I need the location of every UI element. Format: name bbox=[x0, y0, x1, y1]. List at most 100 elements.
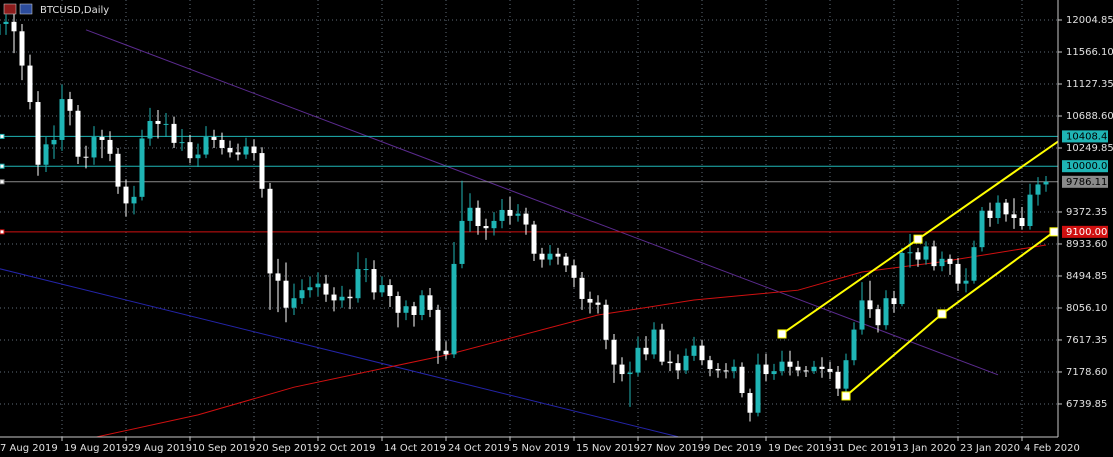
candle-body bbox=[563, 256, 569, 266]
candle-body bbox=[779, 361, 785, 372]
candle-body bbox=[923, 246, 929, 260]
candle-body bbox=[747, 393, 753, 413]
candle-body bbox=[251, 146, 257, 154]
candle-body bbox=[947, 258, 953, 264]
plot-area bbox=[0, 0, 1058, 437]
level-label: 9100.00 bbox=[1066, 227, 1107, 238]
y-tick-label: 10249.85 bbox=[1066, 143, 1113, 154]
candle-body bbox=[307, 287, 313, 291]
x-tick-label: 31 Dec 2019 bbox=[832, 443, 896, 454]
candle-body bbox=[907, 252, 913, 254]
x-tick-label: 14 Oct 2019 bbox=[384, 443, 446, 454]
candle-body bbox=[499, 209, 505, 221]
candle-body bbox=[843, 360, 849, 389]
candle-body bbox=[259, 153, 265, 189]
y-tick-label: 7617.35 bbox=[1066, 335, 1107, 346]
x-tick-label: 10 Sep 2019 bbox=[192, 443, 255, 454]
x-tick-label: 9 Dec 2019 bbox=[704, 443, 762, 454]
candle-body bbox=[347, 296, 353, 299]
x-tick-label: 20 Sep 2019 bbox=[256, 443, 319, 454]
candle-body bbox=[0, 23, 1, 35]
y-tick-label: 9372.35 bbox=[1066, 207, 1107, 218]
candle-body bbox=[139, 138, 145, 197]
candle-body bbox=[963, 280, 969, 284]
candle-body bbox=[19, 31, 25, 66]
candle-body bbox=[451, 263, 457, 355]
candle-body bbox=[363, 269, 369, 271]
candle-body bbox=[515, 213, 521, 216]
candle-body bbox=[35, 102, 41, 165]
candle-body bbox=[171, 123, 177, 143]
y-tick-label: 12004.85 bbox=[1066, 15, 1113, 26]
level-label-box bbox=[1062, 160, 1108, 173]
candle-body bbox=[131, 196, 137, 204]
level-label-box bbox=[1062, 175, 1108, 188]
level-label: 9786.11 bbox=[1066, 177, 1107, 188]
candle-body bbox=[683, 355, 689, 371]
x-tick-label: 24 Oct 2019 bbox=[448, 443, 510, 454]
candle-body bbox=[651, 329, 657, 355]
y-tick-label: 7178.60 bbox=[1066, 367, 1107, 378]
candle-body bbox=[147, 120, 153, 139]
candle-body bbox=[987, 210, 993, 218]
candle-body bbox=[627, 372, 633, 375]
candle-body bbox=[531, 224, 537, 254]
candle-body bbox=[243, 146, 249, 155]
candle-body bbox=[459, 220, 465, 264]
candle-body bbox=[819, 366, 825, 369]
channel-point bbox=[777, 329, 787, 339]
candle-body bbox=[971, 247, 977, 281]
candle-body bbox=[115, 153, 121, 187]
candle-body bbox=[1019, 217, 1025, 227]
candle-body bbox=[675, 363, 681, 371]
candle-body bbox=[635, 347, 641, 373]
candle-body bbox=[11, 21, 17, 32]
candle-body bbox=[803, 370, 809, 372]
candle-body bbox=[523, 213, 529, 225]
candle-body bbox=[299, 290, 305, 299]
candle-body bbox=[787, 361, 793, 367]
x-tick-label: 5 Nov 2019 bbox=[512, 443, 570, 454]
level-label-box bbox=[1062, 225, 1108, 238]
candle-body bbox=[403, 306, 409, 313]
y-tick-label: 10688.60 bbox=[1066, 111, 1113, 122]
candle-body bbox=[875, 309, 881, 326]
level-handle bbox=[0, 229, 5, 235]
candle-body bbox=[915, 252, 921, 260]
candle-body bbox=[1003, 202, 1009, 215]
candle-body bbox=[267, 188, 273, 274]
candle-body bbox=[739, 366, 745, 394]
candle-body bbox=[715, 368, 721, 371]
x-tick-label: 29 Aug 2019 bbox=[128, 443, 192, 454]
candle-body bbox=[659, 329, 665, 362]
level-label: 10408.47 bbox=[1066, 131, 1113, 142]
candle-body bbox=[579, 277, 585, 299]
candle-body bbox=[539, 253, 545, 260]
candle-body bbox=[859, 300, 865, 330]
chart-title: BTCUSD,Daily bbox=[40, 5, 109, 16]
candle-body bbox=[227, 147, 233, 153]
x-tick-label: 15 Nov 2019 bbox=[576, 443, 640, 454]
candle-body bbox=[643, 347, 649, 355]
candle-body bbox=[603, 304, 609, 340]
candle-body bbox=[979, 210, 985, 248]
candle-body bbox=[275, 273, 281, 281]
candle-body bbox=[339, 296, 345, 301]
x-tick-label: 23 Jan 2020 bbox=[960, 443, 1020, 454]
candle-body bbox=[755, 364, 761, 413]
candle-body bbox=[899, 252, 905, 305]
candle-body bbox=[555, 253, 561, 257]
symbol-icon bbox=[19, 3, 33, 15]
candle-body bbox=[315, 283, 321, 288]
y-tick-label: 8494.85 bbox=[1066, 271, 1107, 282]
x-tick-label: 19 Dec 2019 bbox=[768, 443, 832, 454]
candle-body bbox=[379, 285, 385, 293]
candle-body bbox=[507, 209, 513, 216]
candle-body bbox=[795, 366, 801, 371]
candle-body bbox=[851, 329, 857, 361]
trendline bbox=[85, 29, 999, 376]
candle-body bbox=[731, 366, 737, 372]
x-tick-label: 2 Oct 2019 bbox=[320, 443, 375, 454]
